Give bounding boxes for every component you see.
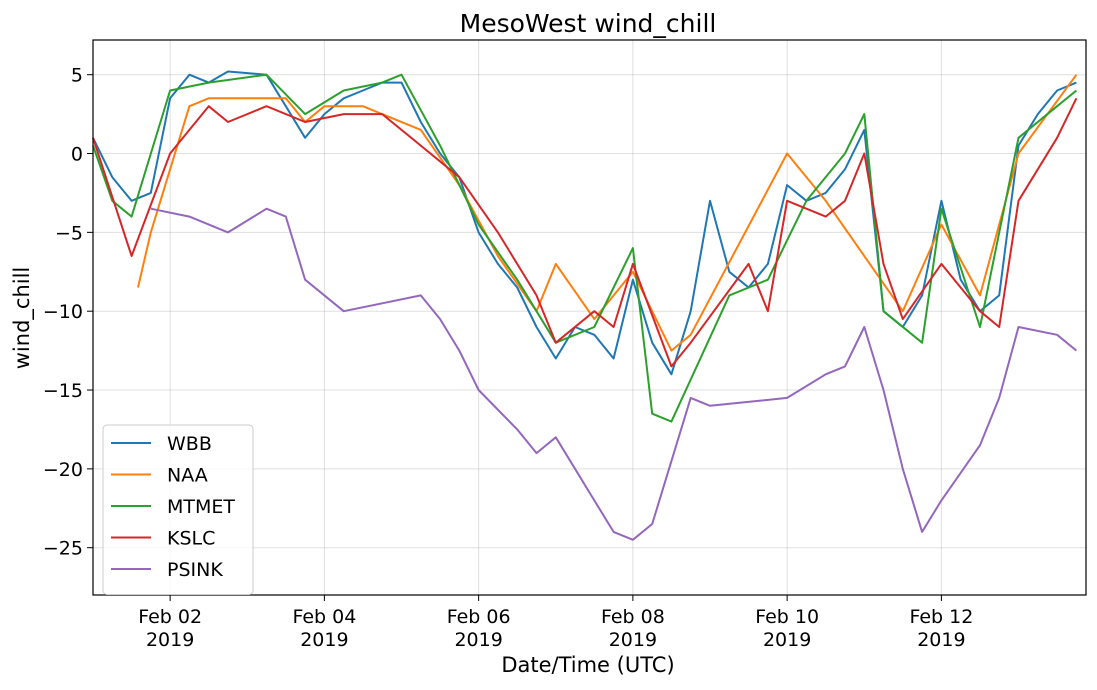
series-line-kslc xyxy=(92,97,1078,368)
x-tick-label: Feb 06 xyxy=(447,606,511,628)
y-tick-label: −5 xyxy=(55,222,83,244)
x-tick-label-year: 2019 xyxy=(763,629,811,651)
x-tick-label: Feb 02 xyxy=(138,606,202,628)
series-line-naa xyxy=(137,74,1078,352)
x-axis-label: Date/Time (UTC) xyxy=(501,653,674,677)
y-tick-label: 0 xyxy=(71,144,83,166)
plot-frame xyxy=(92,39,1087,596)
x-tick-label-year: 2019 xyxy=(917,629,965,651)
x-tick-label-year: 2019 xyxy=(146,629,194,651)
y-tick-label: −15 xyxy=(43,380,83,402)
legend: WBB NAA MTMET KSLC PSINK xyxy=(102,424,254,595)
legend-label: NAA xyxy=(167,465,208,487)
y-tick-label: −20 xyxy=(43,459,83,481)
y-axis-label: wind_chill xyxy=(10,267,35,370)
series-line-mtmet xyxy=(92,73,1078,423)
legend-label: PSINK xyxy=(167,559,223,581)
series-line-wbb xyxy=(92,70,1077,376)
y-tick-label: −10 xyxy=(43,301,83,323)
series-lines xyxy=(92,70,1078,541)
x-tick-label: Feb 08 xyxy=(601,606,665,628)
x-tick-label: Feb 04 xyxy=(292,606,356,628)
x-tick-label: Feb 12 xyxy=(909,606,973,628)
legend-label: WBB xyxy=(167,433,212,455)
series-line-psink xyxy=(150,207,1078,541)
y-tick-label: 5 xyxy=(71,65,83,87)
x-tick-label-year: 2019 xyxy=(300,629,348,651)
x-tick-label-year: 2019 xyxy=(454,629,502,651)
chart-title: MesoWest wind_chill xyxy=(460,9,717,38)
y-tick-label: −25 xyxy=(43,538,83,560)
y-axis-ticks: 5 0 −5 −10 −15 −20 −25 xyxy=(43,65,93,560)
legend-label: MTMET xyxy=(167,496,235,518)
grid-lines xyxy=(93,40,1086,595)
x-tick-label: Feb 10 xyxy=(755,606,819,628)
legend-box xyxy=(102,424,254,595)
x-tick-label-year: 2019 xyxy=(609,629,657,651)
legend-label: KSLC xyxy=(167,528,215,550)
